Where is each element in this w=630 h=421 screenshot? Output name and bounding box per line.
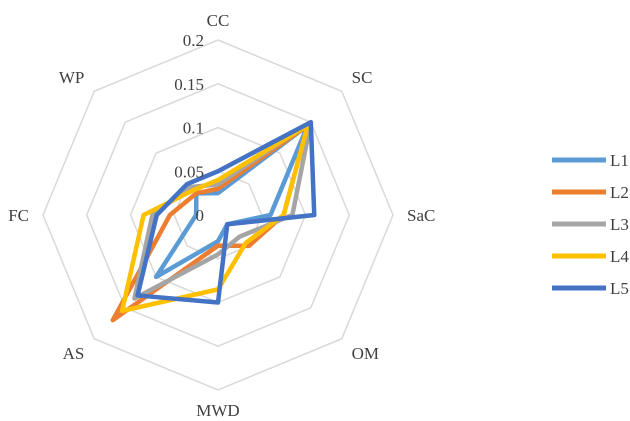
axis-label-OM: OM (352, 344, 379, 363)
radar-grid (42, 39, 394, 391)
series-line-L1 (153, 123, 310, 280)
axis-labels: CC SC SaC OM MWD AS FC WP (8, 11, 435, 420)
tick-label-3: 0.15 (174, 75, 204, 94)
axis-label-FC: FC (8, 206, 29, 225)
axis-label-SaC: SaC (407, 206, 435, 225)
radial-tick-labels: 0 0.05 0.1 0.15 0.2 (174, 31, 204, 225)
legend-label-L5: L5 (610, 279, 629, 298)
axis-label-MWD: MWD (196, 401, 239, 420)
series-line-L5 (135, 119, 317, 305)
legend-label-L3: L3 (610, 215, 629, 234)
legend-label-L4: L4 (610, 247, 629, 266)
axis-label-AS: AS (63, 344, 85, 363)
legend-label-L2: L2 (610, 183, 629, 202)
tick-label-2: 0.1 (183, 119, 204, 138)
axis-label-SC: SC (352, 68, 373, 87)
axis-label-WP: WP (59, 68, 85, 87)
radar-series (110, 119, 317, 323)
grid-ring-4 (42, 39, 394, 391)
tick-label-0: 0 (196, 206, 205, 225)
legend: L1 L2 L3 L4 L5 (552, 151, 629, 298)
grid-ring-3 (85, 82, 351, 348)
tick-label-4: 0.2 (183, 31, 204, 50)
axis-label-CC: CC (207, 11, 230, 30)
legend-label-L1: L1 (610, 151, 629, 170)
tick-label-1: 0.05 (174, 162, 204, 181)
